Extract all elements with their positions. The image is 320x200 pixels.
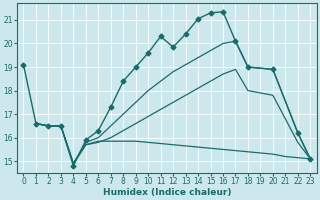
X-axis label: Humidex (Indice chaleur): Humidex (Indice chaleur): [103, 188, 231, 197]
